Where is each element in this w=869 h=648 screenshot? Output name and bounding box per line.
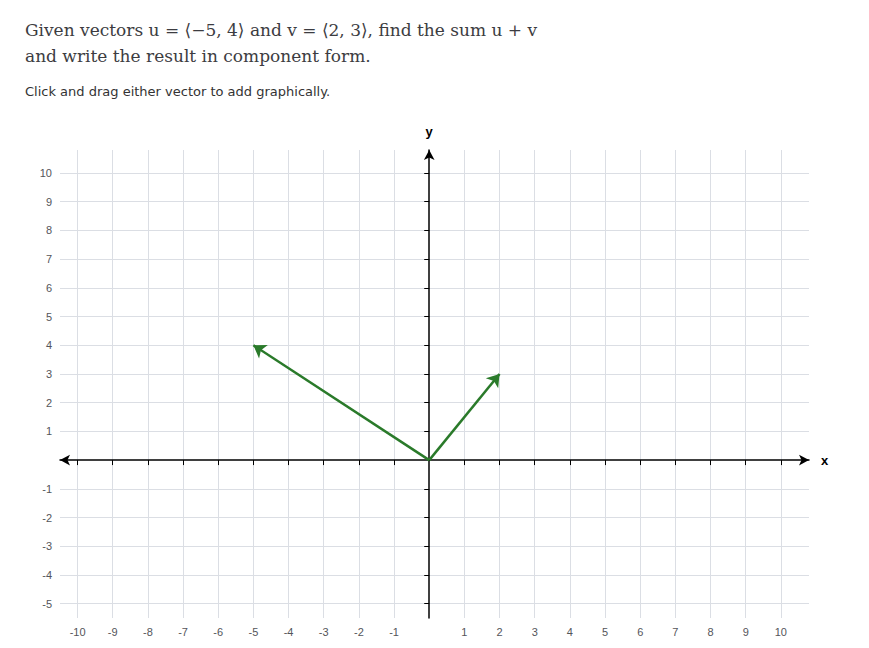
svg-text:-3: -3 — [42, 540, 52, 552]
svg-text:4: 4 — [567, 626, 573, 638]
svg-text:-7: -7 — [178, 626, 188, 638]
svg-text:7: 7 — [672, 626, 678, 638]
svg-text:3: 3 — [532, 626, 538, 638]
svg-text:7: 7 — [46, 253, 52, 265]
svg-text:9: 9 — [743, 626, 749, 638]
svg-text:-2: -2 — [42, 512, 52, 524]
svg-text:-9: -9 — [108, 626, 118, 638]
svg-text:-6: -6 — [213, 626, 223, 638]
svg-text:6: 6 — [637, 626, 643, 638]
svg-text:-2: -2 — [354, 626, 364, 638]
svg-text:-1: -1 — [42, 483, 52, 495]
svg-text:9: 9 — [46, 196, 52, 208]
svg-text:6: 6 — [46, 282, 52, 294]
svg-text:8: 8 — [707, 626, 713, 638]
svg-text:-1: -1 — [389, 626, 399, 638]
svg-text:1: 1 — [46, 425, 52, 437]
svg-text:2: 2 — [46, 397, 52, 409]
svg-text:-10: -10 — [70, 626, 86, 638]
svg-text:-3: -3 — [319, 626, 329, 638]
svg-text:x: x — [821, 453, 829, 468]
svg-text:Click and drag either vector t: Click and drag either vector to add grap… — [25, 84, 330, 99]
svg-text:1: 1 — [461, 626, 467, 638]
svg-text:5: 5 — [602, 626, 608, 638]
svg-text:2: 2 — [496, 626, 502, 638]
svg-text:y: y — [426, 124, 434, 139]
svg-text:and write the result in compon: and write the result in component form. — [25, 46, 371, 66]
svg-text:-4: -4 — [284, 626, 294, 638]
svg-text:-5: -5 — [42, 598, 52, 610]
svg-text:4: 4 — [46, 339, 52, 351]
svg-text:10: 10 — [40, 167, 52, 179]
svg-text:8: 8 — [46, 224, 52, 236]
svg-text:-8: -8 — [143, 626, 153, 638]
svg-text:-5: -5 — [249, 626, 259, 638]
svg-text:10: 10 — [775, 626, 787, 638]
svg-text:Given vectors u = ⟨−5, 4⟩ and: Given vectors u = ⟨−5, 4⟩ and v = ⟨2, 3⟩… — [25, 20, 537, 40]
svg-text:3: 3 — [46, 368, 52, 380]
svg-text:5: 5 — [46, 311, 52, 323]
svg-text:-4: -4 — [42, 569, 52, 581]
